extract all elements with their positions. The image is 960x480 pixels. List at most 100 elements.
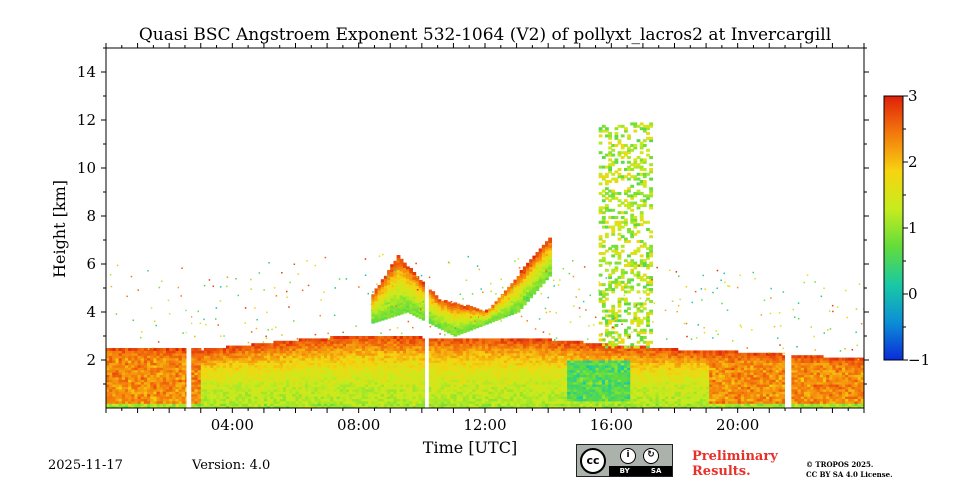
heatmap-cell [159,381,164,385]
heatmap-cell [323,376,328,380]
heatmap-cell [263,345,268,349]
heatmap-cell [235,388,240,392]
heatmap-cell [159,398,164,402]
heatmap-speckle [403,288,406,291]
heatmap-cell [197,364,202,368]
heatmap-cell [526,277,530,281]
heatmap-cell [222,364,227,368]
heatmap-cell [248,405,252,408]
heatmap-cell [431,391,436,395]
heatmap-cell [402,343,407,347]
heatmap-cell [327,386,331,390]
heatmap-cell [494,393,499,397]
heatmap-cell [115,350,120,354]
heatmap-cell [162,398,167,402]
heatmap-cell [238,362,243,366]
heatmap-cell [251,386,256,390]
heatmap-speckle [467,255,469,258]
heatmap-cell [462,322,467,326]
heatmap-cell [522,278,527,282]
heatmap-cell [409,398,413,402]
heatmap-cell [355,345,360,349]
heatmap-cell [238,398,243,402]
heatmap-cell [462,318,467,321]
heatmap-cell [488,386,492,390]
heatmap-cell [459,374,464,378]
heatmap-cell [491,309,496,313]
heatmap-cell [263,398,268,402]
heatmap-cell [147,355,151,359]
heatmap-cell [254,405,259,408]
heatmap-cell [402,310,407,314]
heatmap-cell [459,384,464,387]
heatmap-cell [317,384,322,387]
heatmap-cell [286,393,290,397]
heatmap-cell [276,376,281,380]
heatmap-cell [377,301,382,305]
heatmap-cell [383,388,388,392]
heatmap-cell [150,388,154,392]
heatmap-cell [406,290,410,294]
heatmap-cell [349,355,353,359]
heatmap-cell [279,348,284,351]
heatmap-cell [203,369,208,373]
heatmap-cell [323,400,328,404]
heatmap-cell [456,338,461,342]
heatmap-cell [453,309,458,313]
heatmap-cell [491,338,496,342]
heatmap-cell [510,374,515,378]
heatmap-cell [450,320,455,323]
heatmap-cell [200,355,205,359]
heatmap-cell [374,355,379,359]
heatmap-cell [178,384,183,387]
heatmap-cell [428,360,432,363]
heatmap-cell [115,376,120,380]
heatmap-cell [106,362,110,366]
heatmap-speckle [523,271,526,274]
heatmap-cell [194,403,199,407]
heatmap-cell [371,367,376,371]
heatmap-cell [222,374,227,378]
heatmap-cell [409,343,413,347]
heatmap-cell [156,386,161,390]
heatmap-cell [219,388,224,392]
heatmap-cell [383,355,388,359]
heatmap-cell [314,403,319,407]
heatmap-cell [238,396,243,399]
heatmap-cell [339,400,344,404]
heatmap-cell [125,352,129,356]
heatmap-cell [112,405,117,408]
heatmap-cell [431,379,436,383]
heatmap-cell [333,338,338,342]
heatmap-cell [443,374,448,378]
heatmap-cell [469,381,473,385]
heatmap-cell [387,384,391,387]
heatmap-cell [387,289,391,293]
heatmap-cell [377,374,382,378]
heatmap-cell [421,379,426,383]
heatmap-cell [503,348,508,351]
heatmap-cell [516,381,521,385]
heatmap-cell [248,364,252,368]
heatmap-cell [485,343,489,347]
heatmap-cell [507,306,511,309]
heatmap-cell [393,275,398,279]
heatmap-cell [545,343,549,347]
heatmap-cell [453,343,458,347]
heatmap-cell [128,352,132,356]
heatmap-cell [497,338,502,342]
heatmap-speckle [555,337,558,339]
heatmap-cell [352,369,357,373]
heatmap-cell [406,352,410,356]
heatmap-cell [469,318,473,321]
heatmap-cell [453,316,458,320]
heatmap-cell [503,297,508,301]
heatmap-cell [396,386,401,390]
heatmap-cell [469,310,473,314]
heatmap-cell [453,393,458,397]
heatmap-cell [406,309,410,313]
heatmap-cell [143,381,148,385]
heatmap-cell [456,345,461,349]
heatmap-cell [383,314,388,318]
heatmap-cell [232,393,237,397]
